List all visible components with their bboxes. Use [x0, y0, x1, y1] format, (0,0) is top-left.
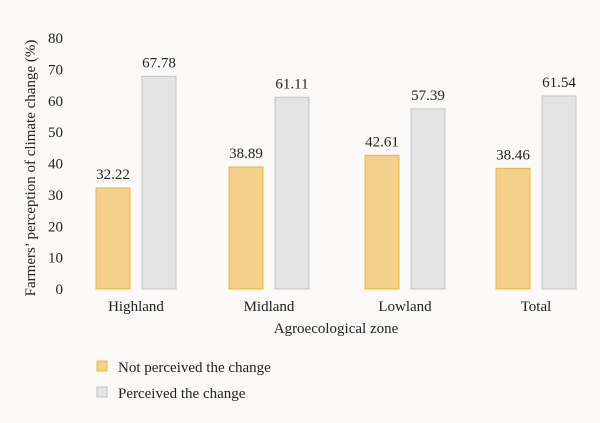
bar: [410, 108, 446, 290]
y-axis-title: Farmers’ perception of climate change (%…: [23, 40, 39, 297]
bar: [274, 96, 310, 290]
category-label: Lowland: [378, 299, 432, 315]
bar: [95, 187, 131, 290]
y-tick-label: 50: [48, 125, 63, 141]
value-labels: 32.22 67.78 38.89 61.11 42.61 57.39 38.46 61.54: [96, 55, 576, 183]
legend: Not perceived the change Perceived the c…: [96, 360, 271, 402]
y-tick-label: 20: [48, 219, 63, 235]
bar: [541, 95, 577, 290]
bar: [364, 154, 400, 290]
y-tick-label: 30: [48, 188, 63, 204]
category-labels: Highland Midland Lowland Total: [108, 299, 551, 315]
bar: [228, 166, 264, 290]
legend-swatch-perceived: [96, 386, 108, 398]
y-tick-label: 60: [48, 94, 63, 110]
y-axis-ticks: 0 10 20 30 40 50 60 70 80: [48, 31, 63, 298]
legend-label-not-perceived: Not perceived the change: [118, 360, 271, 376]
bar-value-label: 42.61: [365, 134, 399, 150]
legend-label-perceived: Perceived the change: [118, 386, 246, 402]
y-tick-label: 80: [48, 31, 63, 47]
bar-value-label: 67.78: [142, 55, 176, 71]
bar-value-label: 32.22: [96, 167, 130, 183]
x-axis-title: Agroecological zone: [274, 321, 399, 337]
bar-value-label: 57.39: [411, 88, 445, 104]
bar-value-label: 38.89: [229, 146, 263, 162]
bar-value-label: 38.46: [496, 147, 530, 163]
category-label: Midland: [244, 299, 295, 315]
bars: [95, 75, 577, 290]
y-tick-label: 70: [48, 62, 63, 78]
bar-value-label: 61.54: [542, 75, 576, 91]
y-tick-label: 10: [48, 251, 63, 267]
y-tick-label: 0: [56, 282, 64, 298]
category-label: Highland: [108, 299, 164, 315]
bar: [141, 75, 177, 290]
legend-swatch-not-perceived: [96, 360, 108, 372]
y-tick-label: 40: [48, 157, 63, 173]
category-label: Total: [521, 299, 552, 315]
bar: [495, 167, 531, 290]
bar-value-label: 61.11: [275, 76, 308, 92]
